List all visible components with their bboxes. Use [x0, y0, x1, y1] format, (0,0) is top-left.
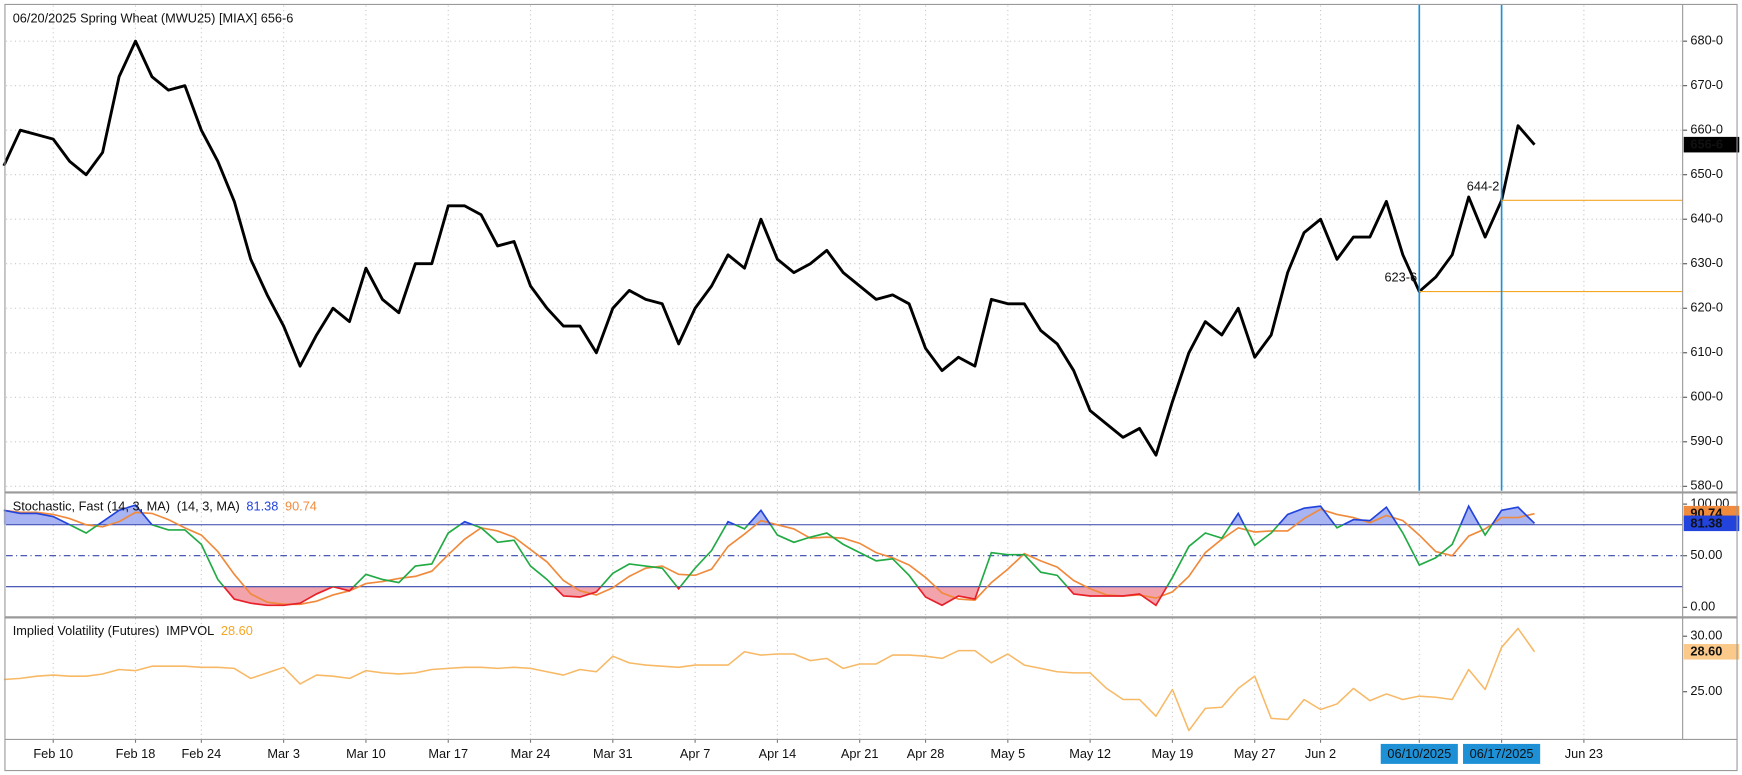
panel-legend: Stochastic, Fast (14, 3, MA) (14, 3, MA) 8… — [13, 499, 317, 514]
y-tick-label: 670-0 — [1690, 77, 1723, 92]
y-tick-label: 30.00 — [1690, 628, 1722, 643]
x-tick-label: Mar 31 — [593, 746, 633, 761]
x-tick-label: Mar 24 — [511, 746, 551, 761]
panel-subtitle: IMPVOL — [166, 623, 214, 638]
x-tick-label: May 27 — [1234, 746, 1276, 761]
y-tick-label: 660-0 — [1690, 122, 1723, 137]
legend-value: 28.60 — [221, 623, 253, 638]
panel-title: Implied Volatility (Futures) — [13, 623, 160, 638]
x-tick-label: Mar 3 — [267, 746, 300, 761]
price-tag-label: 28.60 — [1690, 644, 1722, 659]
legend-value: 90.74 — [285, 499, 317, 514]
y-tick-label: 640-0 — [1690, 211, 1723, 226]
panel-legend: Implied Volatility (Futures) IMPVOL 28.60 — [13, 623, 253, 638]
oversold-fill — [3, 586, 1535, 606]
y-tick-label: 50.00 — [1690, 547, 1722, 562]
y-tick-label: 650-0 — [1690, 166, 1723, 181]
y-tick-label: 0.00 — [1690, 599, 1715, 614]
y-tick-label: 580-0 — [1690, 478, 1723, 493]
x-tick-label: Apr 14 — [759, 746, 797, 761]
x-tick-label: Apr 28 — [907, 746, 945, 761]
x-tick-label: May 12 — [1069, 746, 1111, 761]
series-line — [2, 39, 1536, 457]
x-tick-label: Jun 2 — [1305, 746, 1336, 761]
y-tick-label: 610-0 — [1690, 344, 1723, 359]
x-tick-label: Apr 21 — [841, 746, 879, 761]
x-marker-box — [1463, 743, 1541, 764]
price-tag — [1683, 515, 1740, 532]
x-tick-label: Feb 18 — [116, 746, 156, 761]
level-label: 644-2 — [1467, 178, 1500, 193]
k-line-high — [3, 504, 1536, 525]
series-line — [3, 627, 1536, 732]
y-tick-label: 590-0 — [1690, 433, 1723, 448]
price-tag — [1683, 643, 1740, 660]
x-tick-label: Mar 17 — [428, 746, 468, 761]
price-tag — [1683, 136, 1740, 153]
x-tick-label: 06/10/2025 — [1387, 746, 1451, 761]
y-tick-label: 600-0 — [1690, 389, 1723, 404]
legend-value: 81.38 — [246, 499, 278, 514]
level-label: 623-6 — [1384, 270, 1417, 285]
x-tick-label: May 5 — [990, 746, 1025, 761]
overbought-fill — [3, 505, 1535, 525]
x-tick-label: 06/17/2025 — [1470, 746, 1534, 761]
x-tick-label: May 19 — [1152, 746, 1194, 761]
x-tick-label: Feb 10 — [33, 746, 73, 761]
frame — [4, 3, 1738, 772]
x-tick-label: Feb 24 — [181, 746, 221, 761]
price-tag-label: 656-6 — [1690, 137, 1723, 152]
panel-title: Stochastic, Fast (14, 3, MA) — [13, 499, 170, 514]
plot-layer: 580-0 590-0 600-0 610-0 620-0 630-0 640-0 650-0… — [2, 4, 1740, 764]
x-tick-label: Apr 7 — [680, 746, 710, 761]
x-tick-label: Mar 10 — [346, 746, 386, 761]
price-tag-label: 81.38 — [1690, 515, 1722, 530]
k-line-low — [222, 586, 1168, 607]
y-tick-label: 620-0 — [1690, 300, 1723, 315]
y-tick-label: 25.00 — [1690, 683, 1722, 698]
y-tick-label: 680-0 — [1690, 33, 1723, 48]
x-tick-label: Jun 23 — [1565, 746, 1603, 761]
x-marker-box — [1380, 743, 1458, 764]
panel-subtitle: (14, 3, MA) — [177, 499, 240, 514]
y-tick-label: 630-0 — [1690, 255, 1723, 270]
chart-title: 06/20/2025 Spring Wheat (MWU25) [MIAX] 6… — [13, 10, 294, 25]
